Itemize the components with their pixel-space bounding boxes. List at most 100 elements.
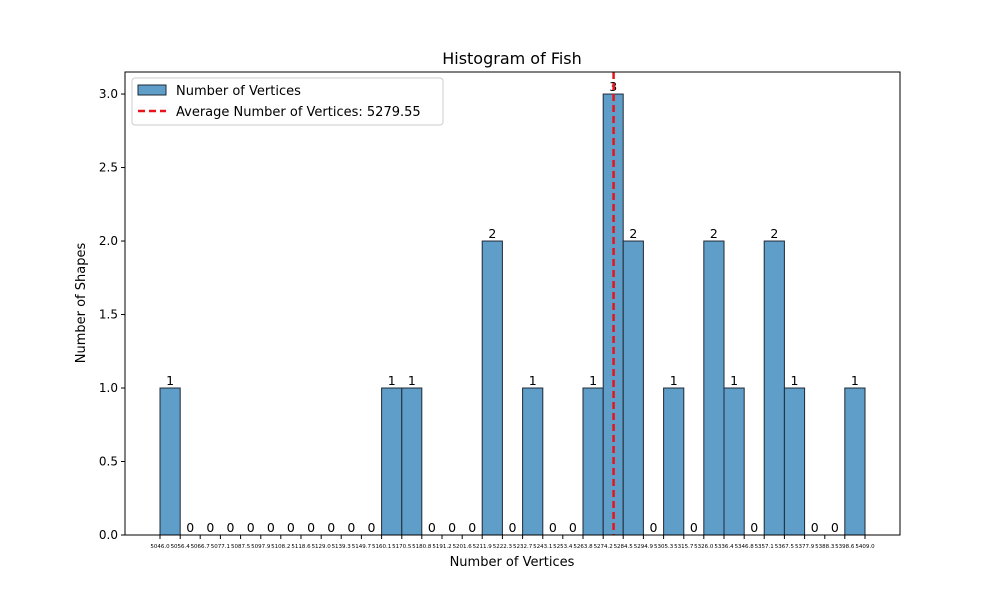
x-tick-label: 5409.0 [855,544,875,550]
x-tick-label: 5367.5 [775,544,795,550]
histogram-bar [582,387,604,536]
x-tick-label: 5118.6 [291,544,311,550]
y-tick-label: 1.0 [99,381,118,395]
x-tick-label: 5326.0 [694,544,714,550]
histogram-bar [622,240,644,536]
histogram-bar [522,387,544,536]
x-tick-label: 5388.3 [815,544,835,550]
x-tick-label: 5170.5 [392,544,412,550]
histogram-bar [783,387,806,536]
histogram-bar [763,240,785,536]
histogram-bar [723,387,745,536]
x-tick-label: 5087.5 [231,544,251,550]
histogram-bar [481,240,503,536]
legend-bar-swatch [137,84,167,96]
bar-count-label: 0 [267,520,275,535]
bar-count-label: 0 [690,520,698,535]
bar-count-label: 0 [227,520,235,535]
x-tick-label: 5129.0 [312,544,332,550]
histogram-bar [401,387,423,536]
x-tick-label: 5108.2 [271,544,290,550]
x-axis-label: Number of Vertices [450,555,575,570]
legend: Number of Vertices Average Number of Ver… [131,77,444,126]
bar-count-label: 0 [368,520,376,535]
bar-count-label: 1 [589,373,597,388]
bar-count-label: 2 [770,226,778,241]
bar-count-label: 1 [529,373,537,388]
bar-count-label: 1 [730,373,738,388]
legend-bars-label: Number of Vertices [176,84,301,99]
chart-title: Histogram of Fish [442,49,582,68]
x-tick-label: 5201.6 [453,544,473,550]
bar-count-label: 0 [468,520,476,535]
bar-count-label: 0 [811,520,819,535]
x-tick-label: 5077.1 [211,544,230,550]
x-tick-label: 5046.0 [150,544,170,550]
bar-count-label: 2 [710,226,718,241]
bar-count-label: 0 [347,520,355,535]
bar-count-label: 0 [307,520,315,535]
histogram-bar [159,387,181,536]
x-tick-label: 5222.3 [493,544,513,550]
x-tick-label: 5056.4 [171,544,191,550]
bar-count-label: 1 [166,373,174,388]
bar-count-label: 0 [831,520,839,535]
x-tick-label: 5066.7 [191,544,211,550]
x-tick-label: 5336.4 [714,544,734,550]
y-tick-label: 0.0 [99,528,118,542]
histogram-bar [663,387,685,536]
x-tick-label: 5263.8 [573,544,593,550]
bar-count-label: 0 [327,520,335,535]
histogram-bar [381,387,403,536]
axes-frame [124,71,901,536]
x-tick-label: 5097.9 [251,544,271,550]
x-tick-label: 5211.9 [473,544,493,550]
x-tick-label: 5274.2 [594,544,613,550]
y-axis-label: Number of Shapes [74,243,89,364]
legend-box [131,77,444,126]
bars-group [159,93,866,536]
bar-count-label: 1 [791,373,799,388]
bar-count-label: 0 [247,520,255,535]
x-tick-label: 5243.1 [533,544,552,550]
bar-labels-group: 10000000000110002010013201021021001 [166,79,859,535]
x-tick-label: 5232.7 [513,544,533,550]
x-tick-label: 5180.8 [412,544,432,550]
histogram-bar [844,387,866,536]
x-tick-label: 5377.9 [795,544,815,550]
y-tick-label: 1.5 [99,308,118,322]
bar-count-label: 1 [408,373,416,388]
bar-count-label: 0 [287,520,295,535]
bar-count-label: 1 [388,373,396,388]
bar-count-label: 0 [509,520,517,535]
x-tick-label: 5398.6 [835,544,855,550]
bar-count-label: 0 [206,520,214,535]
x-tick-label: 5305.3 [654,544,674,550]
y-tick-label: 3.0 [99,87,118,101]
legend-average-label: Average Number of Vertices: 5279.55 [176,105,421,120]
bar-count-label: 2 [629,226,637,241]
y-tick-label: 0.5 [99,455,118,469]
bar-count-label: 0 [428,520,436,535]
histogram-bar [703,240,725,536]
bar-count-label: 1 [851,373,859,388]
bar-count-label: 0 [448,520,456,535]
x-tick-label: 5139.3 [332,544,352,550]
y-tick-label: 2.0 [99,234,118,248]
y-tick-label: 2.5 [99,161,118,175]
x-tick-label: 5294.9 [634,544,654,550]
bar-count-label: 2 [488,226,496,241]
bar-count-label: 0 [186,520,194,535]
x-axis-ticks: 5046.0 5056.4 5066.7 5077.1 5087.5 5097.9 5108… [150,535,875,550]
y-axis-ticks: 0.0 0.5 1.0 1.5 2.0 2.5 3.0 [99,87,125,542]
x-tick-label: 5191.2 [432,544,451,550]
bar-count-label: 0 [549,520,557,535]
x-tick-label: 5160.1 [372,544,391,550]
x-tick-label: 5284.5 [614,544,634,550]
bar-count-label: 0 [569,520,577,535]
bar-count-label: 0 [650,520,658,535]
x-tick-label: 5149.7 [352,544,372,550]
x-tick-label: 5253.4 [553,544,573,550]
x-tick-label: 5357.1 [755,544,774,550]
